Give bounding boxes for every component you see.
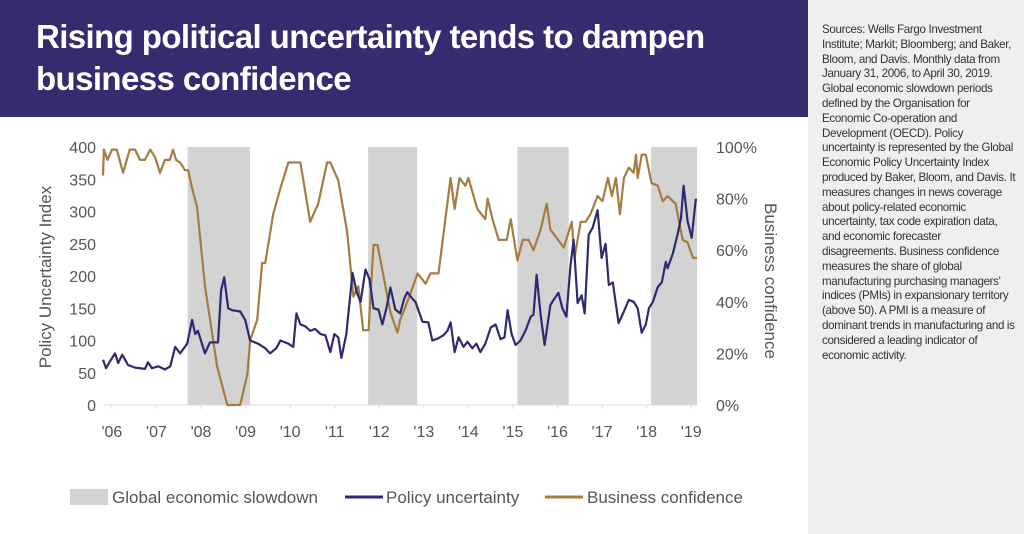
x-tick-label: '15 [503, 424, 524, 441]
series-lines [101, 148, 697, 407]
y2-tick-label: 40% [716, 295, 748, 312]
x-tick-label: '13 [413, 424, 434, 441]
y-tick-label: 0 [87, 398, 96, 415]
legend-label-slowdown: Global economic slowdown [112, 488, 318, 507]
x-tick-label: '06 [101, 424, 122, 441]
slowdown-band [368, 147, 418, 405]
legend-swatch-slowdown [70, 489, 108, 505]
business-confidence-line [101, 148, 697, 407]
chart-title: Rising political uncertainty tends to da… [36, 18, 705, 97]
y-tick-label: 100 [69, 334, 96, 351]
y-tick-label: 150 [69, 301, 96, 318]
slowdown-shading [187, 147, 697, 405]
slowdown-band [187, 147, 251, 405]
y-tick-label: 300 [69, 205, 96, 222]
x-tick-label: '09 [235, 424, 256, 441]
x-ticks: '06 '07 '08 '09 '10 '11 '12 '13 '14 '15 '16 '17 '18 '… [101, 405, 702, 441]
y2-tick-label: 20% [716, 346, 748, 363]
x-tick-label: '14 [458, 424, 479, 441]
x-tick-label: '07 [146, 424, 167, 441]
y2-ticks: 100% 80% 60% 40% 20% 0% [716, 140, 757, 415]
x-tick-label: '10 [280, 424, 301, 441]
legend-label-business: Business confidence [587, 488, 743, 507]
policy-uncertainty-line [101, 184, 697, 371]
y2-axis-label: Business confidence [761, 203, 780, 359]
chart: '06 '07 '08 '09 '10 '11 '12 '13 '14 '15 '16 '17 '18 '… [36, 140, 780, 507]
y-axis-label: Policy Uncertainty Index [36, 185, 55, 368]
slowdown-band [517, 147, 569, 405]
x-tick-label: '18 [636, 424, 657, 441]
y2-tick-label: 80% [716, 192, 748, 209]
y-tick-label: 350 [69, 172, 96, 189]
x-tick-label: '11 [325, 424, 345, 441]
legend: Global economic slowdown Policy uncertai… [70, 488, 743, 507]
y-tick-label: 50 [78, 366, 96, 383]
y-tick-label: 250 [69, 237, 96, 254]
x-tick-label: '12 [369, 424, 390, 441]
notes-panel: Sources: Wells Fargo Investment Institut… [808, 0, 1024, 534]
y2-tick-label: 0% [716, 398, 739, 415]
x-tick-label: '16 [547, 424, 568, 441]
source-notes: Sources: Wells Fargo Investment Institut… [822, 23, 1016, 362]
x-tick-label: '19 [681, 424, 702, 441]
legend-label-policy: Policy uncertainty [386, 488, 520, 507]
y2-tick-label: 60% [716, 243, 748, 260]
y-tick-label: 200 [69, 269, 96, 286]
x-tick-label: '08 [191, 424, 212, 441]
y2-tick-label: 100% [716, 140, 757, 157]
y-tick-label: 400 [69, 140, 96, 157]
title-banner: Rising political uncertainty tends to da… [0, 0, 808, 117]
y-ticks: 400 350 300 250 200 150 100 50 0 [69, 140, 96, 415]
x-tick-label: '17 [592, 424, 613, 441]
